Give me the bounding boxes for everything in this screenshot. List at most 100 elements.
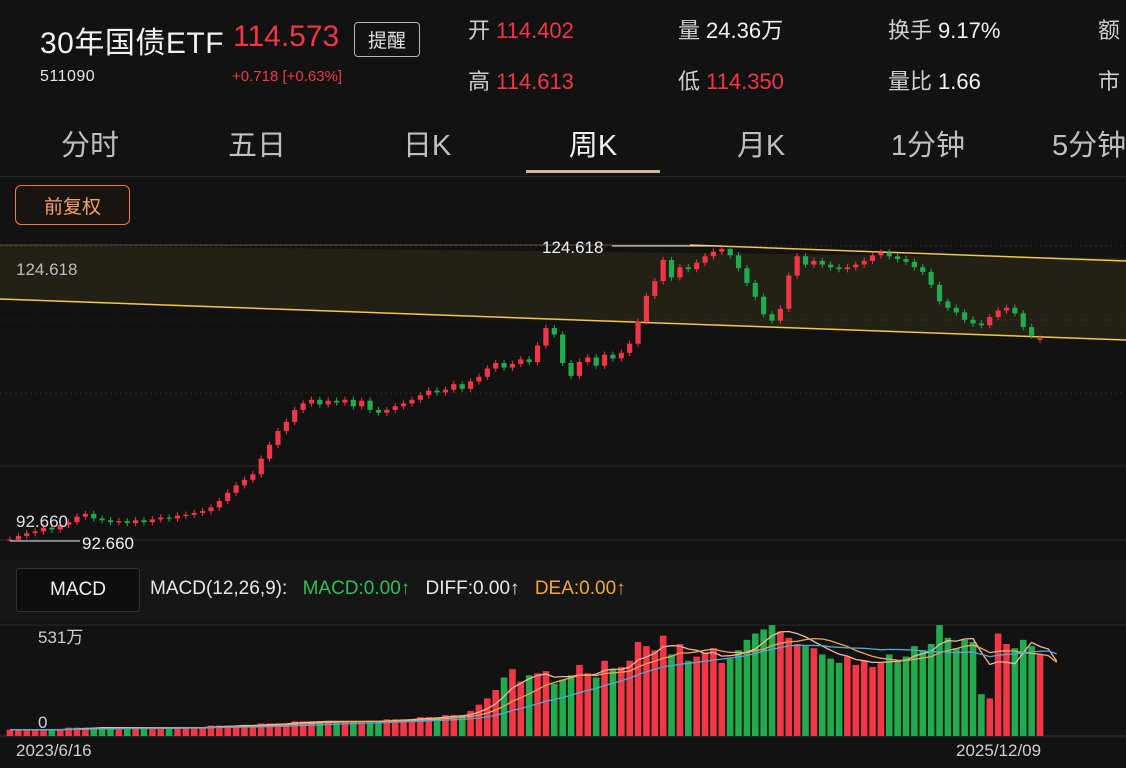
volume-bar bbox=[911, 646, 918, 736]
candle-body bbox=[400, 403, 407, 407]
candle-body bbox=[551, 328, 557, 335]
volume-axis-bottom-label: 0 bbox=[38, 713, 47, 732]
volume-bar bbox=[56, 729, 64, 736]
candle-body bbox=[250, 474, 256, 480]
candle-body bbox=[886, 252, 892, 257]
candle-body bbox=[442, 389, 449, 393]
tab-monthly-k[interactable]: 月K bbox=[736, 130, 786, 162]
candle-body bbox=[953, 307, 959, 313]
candle-body bbox=[367, 400, 373, 410]
dea-value: DEA:0.00↑ bbox=[534, 578, 626, 599]
volume-bar bbox=[726, 658, 734, 736]
volume-bar bbox=[383, 719, 391, 736]
volume-bar bbox=[15, 729, 22, 736]
volume-bar bbox=[199, 727, 206, 736]
volume-bar bbox=[651, 650, 659, 736]
candle-body bbox=[585, 357, 591, 363]
volume-bar bbox=[902, 656, 910, 736]
volume-bar bbox=[927, 644, 935, 736]
volume-bar bbox=[48, 729, 56, 736]
volume-bar bbox=[31, 729, 39, 736]
volume-bar bbox=[936, 625, 943, 736]
volume-bar bbox=[944, 637, 952, 736]
candle-body bbox=[962, 312, 968, 320]
tab-5-minute[interactable]: 5分钟 bbox=[1052, 130, 1126, 162]
candle-body bbox=[233, 485, 239, 493]
volume-bar bbox=[73, 727, 81, 736]
candle-body bbox=[560, 334, 566, 364]
divider bbox=[0, 176, 1126, 177]
volume-bar bbox=[969, 641, 977, 736]
volume-bar bbox=[249, 725, 257, 736]
volume-bar bbox=[710, 648, 717, 736]
candle-body bbox=[451, 384, 457, 390]
stat-market-cap: 市 bbox=[1098, 69, 1121, 94]
active-tab-indicator bbox=[526, 170, 660, 173]
indicator-select-button[interactable]: MACD bbox=[16, 568, 140, 612]
volume-bar bbox=[1028, 646, 1035, 736]
candle-body bbox=[627, 343, 633, 353]
volume-bar bbox=[375, 721, 382, 736]
tab-weekly-k[interactable]: 周K bbox=[568, 130, 618, 162]
candle-body bbox=[24, 533, 30, 536]
candle-body bbox=[225, 492, 231, 501]
tab-1-minute[interactable]: 1分钟 bbox=[890, 130, 966, 162]
volume-bar bbox=[442, 715, 449, 736]
candle-body bbox=[258, 458, 264, 475]
candle-body bbox=[618, 352, 624, 359]
volume-bar bbox=[961, 639, 968, 736]
volume-bar bbox=[433, 717, 441, 736]
tab-five-day[interactable]: 五日 bbox=[227, 130, 286, 162]
tab-intraday[interactable]: 分时 bbox=[60, 130, 119, 162]
candle-body bbox=[166, 517, 172, 519]
candle-body bbox=[652, 281, 658, 296]
candle-body bbox=[409, 399, 415, 404]
candle-body bbox=[936, 284, 943, 302]
candle-body bbox=[610, 354, 616, 359]
volume-bar bbox=[316, 721, 324, 736]
candle-body bbox=[333, 400, 340, 403]
stat-open: 开 114.402 bbox=[468, 18, 574, 43]
volume-bar bbox=[283, 723, 290, 736]
volume-bar bbox=[584, 673, 592, 736]
security-name: 30年国债ETF bbox=[40, 27, 225, 60]
volume-bar bbox=[718, 662, 726, 736]
volume-bar bbox=[885, 654, 893, 736]
volume-bar bbox=[760, 629, 767, 736]
candle-body bbox=[292, 409, 298, 422]
candle-body bbox=[116, 521, 122, 523]
candle-body bbox=[719, 248, 725, 252]
candle-body bbox=[786, 275, 792, 309]
candle-body bbox=[836, 267, 842, 270]
volume-bar bbox=[869, 667, 876, 736]
volume-bar bbox=[978, 694, 985, 736]
channel-upper-line bbox=[689, 244, 1126, 262]
volume-bar bbox=[149, 727, 156, 736]
candle-body bbox=[635, 321, 641, 344]
candle-body bbox=[200, 511, 206, 513]
volume-bar bbox=[576, 664, 583, 736]
volume-bar bbox=[123, 727, 131, 736]
alert-button[interactable]: 提醒 bbox=[354, 22, 420, 57]
volume-bar bbox=[408, 719, 416, 736]
candle-body bbox=[601, 354, 608, 366]
candle-body bbox=[895, 256, 901, 260]
candle-body bbox=[694, 262, 700, 270]
candle-body bbox=[828, 264, 834, 268]
candle-body bbox=[74, 516, 80, 523]
candle-body bbox=[141, 520, 147, 523]
candle-body bbox=[82, 513, 88, 517]
stat-volume-ratio: 量比 1.66 bbox=[888, 69, 981, 94]
candle-body bbox=[32, 531, 38, 534]
volume-bar bbox=[417, 717, 424, 736]
volume-bar bbox=[534, 673, 541, 736]
candle-body bbox=[920, 267, 926, 272]
tab-daily-k[interactable]: 日K bbox=[402, 130, 452, 162]
candle-body bbox=[216, 500, 222, 508]
price-adjust-button[interactable]: 前复权 bbox=[15, 185, 130, 225]
volume-bar bbox=[241, 725, 248, 736]
axis-top-label: 124.618 bbox=[16, 260, 77, 279]
volume-bar bbox=[844, 656, 851, 736]
candle-body bbox=[493, 363, 499, 369]
